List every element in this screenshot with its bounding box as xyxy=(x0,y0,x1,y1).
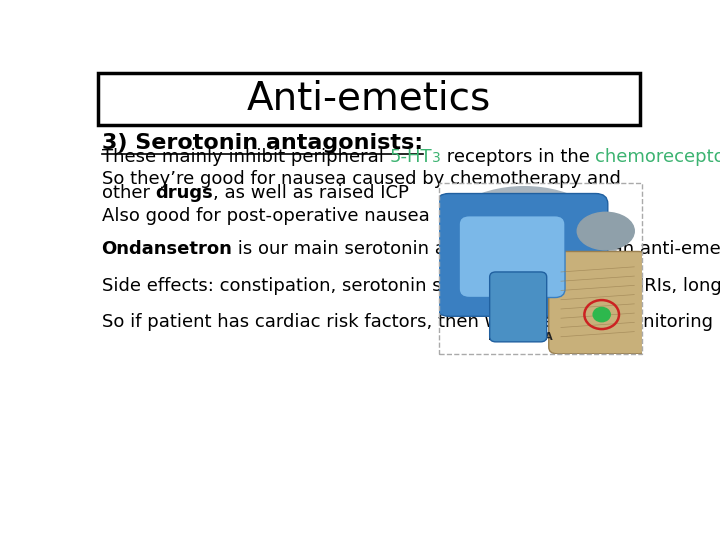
Text: Also good for post-operative nausea: Also good for post-operative nausea xyxy=(102,207,429,225)
Text: drugs: drugs xyxy=(156,184,213,202)
Text: other: other xyxy=(102,184,156,202)
Text: So they’re good for nausea caused by chemotherapy and: So they’re good for nausea caused by che… xyxy=(102,170,621,188)
Text: Ondansetron: Ondansetron xyxy=(102,240,233,258)
Text: chemoreceptor trigger zone: chemoreceptor trigger zone xyxy=(595,148,720,166)
Text: 3: 3 xyxy=(432,151,441,165)
FancyBboxPatch shape xyxy=(98,72,640,125)
Text: These mainly inhibit peripheral: These mainly inhibit peripheral xyxy=(102,148,390,166)
Text: 5-HT: 5-HT xyxy=(390,148,432,166)
Text: 3) Serotonin antagonists:: 3) Serotonin antagonists: xyxy=(102,132,423,153)
Text: receptors in the: receptors in the xyxy=(441,148,595,166)
Text: Anti-emetics: Anti-emetics xyxy=(247,80,491,118)
Text: is our main serotonin antagonist used as an anti-emetic: is our main serotonin antagonist used as… xyxy=(233,240,720,258)
Text: Side effects: constipation, serotonin syndrome if on SSRI/SNRIs, long QT syndrom: Side effects: constipation, serotonin sy… xyxy=(102,276,720,294)
Text: , as well as raised ICP: , as well as raised ICP xyxy=(213,184,409,202)
Text: So if patient has cardiac risk factors, then will need ECG monitoring: So if patient has cardiac risk factors, … xyxy=(102,313,713,330)
